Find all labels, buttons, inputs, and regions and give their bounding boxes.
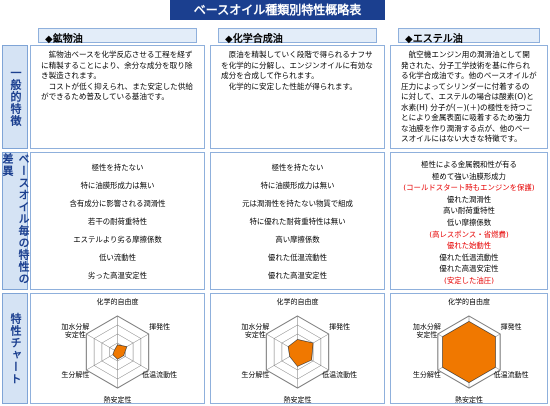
radar-chart [265,315,330,389]
axis-label: 揮発性 [149,322,171,331]
axis-label: 熱安定性 [103,395,132,404]
trait: 高い耐荷重特性 [443,206,495,216]
axis-label: 化学的自由度 [448,298,490,307]
trait: 特に油膜形成力は無い [260,181,335,190]
trait: 優れた始動性 [446,241,492,251]
axis-label: 熱安定性 [455,395,483,404]
axis-label: 加水分解 安定性 [412,322,441,339]
trait: 若干の耐荷重特性 [87,217,148,226]
axis-label: 低温流動性 [322,371,358,380]
axis-label: 化学的自由度 [96,298,139,307]
row-label: 特性チャート [2,293,28,404]
trait: エステルより劣る摩擦係数 [73,235,162,244]
title: ベースオイル種類別特性概略表 [170,0,385,20]
traits: 極性を持たない特に油膜形成力は無い含有成分に影響される潤滑性 若干の耐荷重特性エス… [30,152,205,290]
trait: 特に油膜形成力は無い [80,181,155,190]
trait: 低い流動性 [99,253,136,262]
trait: (高レスポンス・省燃費) [429,229,509,239]
radar-chart [85,315,150,389]
trait: 優れた潤滑性 [446,194,492,204]
trait: 極性による金属親和性が有る [421,160,517,169]
trait: 低い摩擦係数 [446,217,492,227]
traits: 極性による金属親和性が有る 極めて強い油膜形成力 (コールドスタート時もエンジンを保… [390,152,548,290]
trait: 優れた高温安定性 [439,264,499,274]
axis-label: 生分解性 [412,371,441,380]
description: 航空機エンジン用の潤滑油として開発された、分子工学技術を基に作られる化学合成油で… [390,45,548,149]
trait: 特に優れた耐荷重特性は無い [249,217,346,226]
axis-label: 加水分解 安定性 [61,322,90,339]
trait: 高い摩擦係数 [275,235,320,244]
axis-label: 低温流動性 [142,371,178,380]
axis-label: 熱安定性 [283,395,312,404]
radar-area [442,321,496,383]
trait: (安定した油圧) [443,275,495,285]
chart-cell: 化学的自由度揮発性低温流動性熱安定性 生分解性 加水分解 安定性 [30,293,205,404]
description: 原油を精製していく段階で得られるナフサを化学的に分解し、エンジンオイルに有効な成… [210,45,385,149]
traits: 極性を持たない特に油膜形成力は無い元は潤滑性を持たない物質で組成 特に優れた耐荷重… [210,152,385,290]
axis-label: 低温流動性 [493,371,529,380]
trait: (コールドスタート時もエンジンを保護) [403,183,535,193]
radar-spoke [86,333,118,353]
trait: 極めて強い油膜形成力 [432,171,506,181]
radar-area [287,339,314,367]
axis-label: 揮発性 [500,322,522,331]
trait: 優れた高温安定性 [267,271,328,280]
radar-area [112,344,128,360]
chart-cell: 化学的自由度揮発性低温流動性熱安定性 生分解性 加水分解 安定性 [210,293,385,404]
chart-cell: 化学的自由度揮発性低温流動性熱安定性 生分解性 加水分解 安定性 [390,293,548,404]
trait: 元は潤滑性を持たない物質で組成 [242,199,353,208]
trait: 極性を持たない [271,163,324,172]
column-header: ◆鉱物油 [38,28,197,45]
trait: 優れた低温流動性 [267,253,328,262]
column-header: ◆化学合成油 [218,28,377,45]
trait: 含有成分に影響される潤滑性 [69,199,166,208]
trait: 極性を持たない [91,163,144,172]
axis-label: 生分解性 [241,371,270,380]
axis-label: 生分解性 [61,371,90,380]
trait: 優れた低温流動性 [439,252,499,262]
row-label: 一般的特徴 [2,45,28,149]
description: 鉱物油ベースを化学反応させる工程を経ずに精製することにより、余分な成分を取り除き… [30,45,205,149]
axis-label: 加水分解 安定性 [241,322,270,339]
axis-label: 揮発性 [329,322,351,331]
radar-chart [437,315,501,389]
row-label: ベースオイル毎の特性の差異 [1,152,30,290]
axis-label: 化学的自由度 [276,298,319,307]
radar-spoke [86,351,118,371]
trait: 劣った高温安定性 [87,271,148,280]
column-header: ◆エステル油 [398,28,540,45]
